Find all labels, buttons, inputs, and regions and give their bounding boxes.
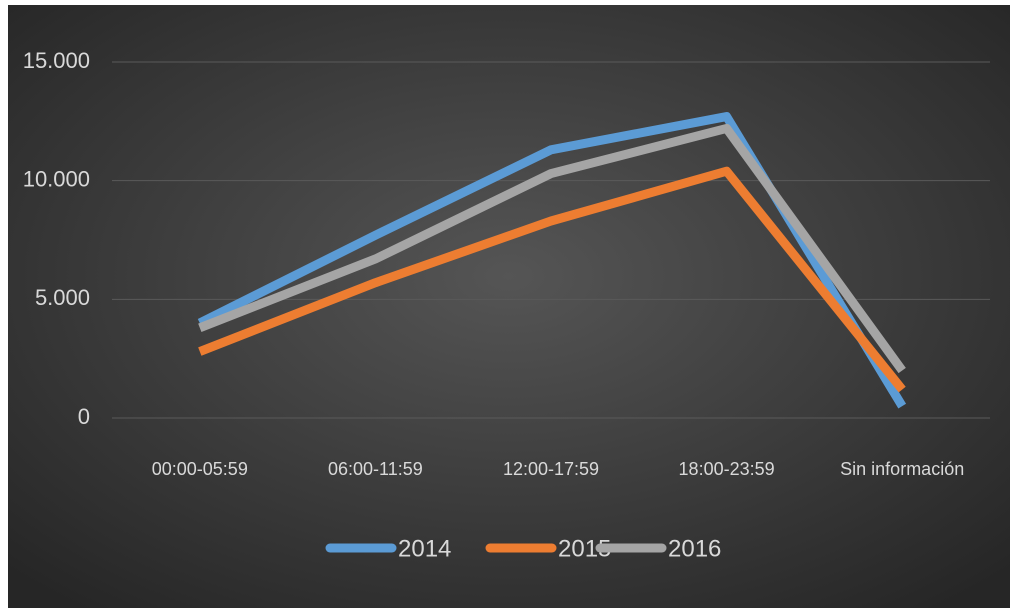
y-tick-label: 10.000 — [23, 166, 90, 191]
grid — [112, 61, 990, 419]
x-tick-label: 12:00-17:59 — [503, 459, 599, 479]
y-tick-label: 15.000 — [23, 48, 90, 73]
x-tick-label: 00:00-05:59 — [152, 459, 248, 479]
series-line — [198, 166, 906, 393]
series-line — [198, 123, 906, 374]
x-tick-label: 06:00-11:59 — [328, 459, 423, 479]
legend-label: 2014 — [398, 535, 451, 562]
x-tick-label: Sin información — [840, 459, 964, 479]
y-tick-label: 5.000 — [35, 285, 90, 310]
lines — [197, 112, 907, 409]
y-tick-label: 0 — [78, 404, 90, 429]
x-tick-label: 18:00-23:59 — [679, 459, 775, 479]
legend-label: 2016 — [668, 535, 721, 562]
